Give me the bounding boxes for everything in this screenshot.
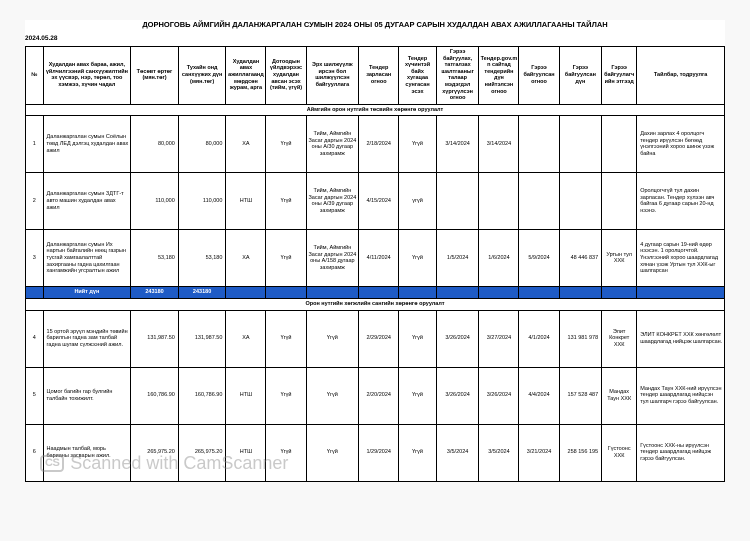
column-header: Гэрээ байгуулсан огноо [519,47,559,105]
table-row: 2Даланжаргалан сумын ЗДТГ-т авто машин х… [26,173,725,230]
column-header: Тайлбар, тодруулга [637,47,725,105]
column-header: Дотоодын үйлдвэрээс худалдан авсан эсэх … [266,47,306,105]
column-header: Гэрээ байгуулагчийн этгээд [602,47,637,105]
column-header: Эрх шилжүүлж ирсэн бол шилжүүлсэн байгуу… [306,47,359,105]
column-header: Төсөвт өртөг (мян.төг) [131,47,179,105]
total-row: Нийт дүн243180243180 [26,287,725,299]
table-row: 415 ортой эрүүл мэндийн төвийн барилгын … [26,310,725,367]
column-header: Тендер хүчинтэй байх хугацаа сунгасан эс… [399,47,437,105]
section-header: Орон нутгийн хөгжлийн сангийн хөрөнгө ор… [26,298,725,310]
column-header: Тендер зарласан огноо [359,47,399,105]
report-date: 2024.05.28 [25,35,725,42]
column-header: Тендер.gov.mn сайтад тендерийн дүн нийтэ… [479,47,519,105]
column-header: Тухайн онд санхүүжих дүн (мян.төг) [178,47,226,105]
table-row: 1Даланжаргалан сумын Соёлын төвд ЛЕД дэл… [26,116,725,173]
column-header: Гэрээ байгуулсан дүн [559,47,602,105]
column-header: Худалдан авах бараа, ажил, үйлчилгээний … [43,47,131,105]
report-title: ДОРНОГОВЬ АЙМГИЙН ДАЛАНЖАРГАЛАН СУМЫН 20… [25,20,725,29]
table-row: 6Наадмын талбай, морь барианы засварын а… [26,424,725,481]
column-header: № [26,47,44,105]
column-header: Худалдан авах ажиллагаанд мөрдсөн журам,… [226,47,266,105]
table-row: 3Даланжаргалан сумын Их нартын байгалийн… [26,230,725,287]
table-row: 5Цомог багийн гар булгийн талбайн тохижи… [26,367,725,424]
procurement-table: №Худалдан авах бараа, ажил, үйлчилгээний… [25,46,725,482]
section-header: Аймгийн орон нутгийн төсвийн хөрөнгө ору… [26,104,725,116]
column-header: Гэрээ байгуулах, татгалзах шалтгааныг та… [436,47,479,105]
